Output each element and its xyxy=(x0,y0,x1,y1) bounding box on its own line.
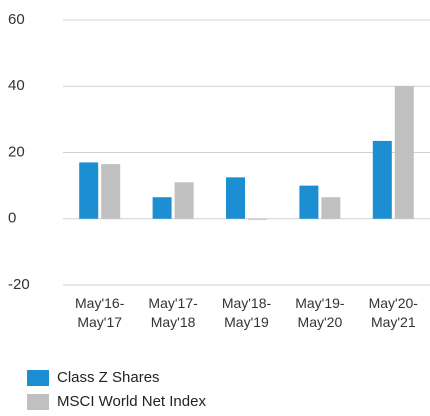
x-tick-label: May'16- May'17 xyxy=(75,295,125,330)
x-tick-label: May'20- May'21 xyxy=(368,295,418,330)
legend-item: MSCI World Net Index xyxy=(27,393,206,410)
bar xyxy=(299,185,319,219)
legend-swatch xyxy=(27,369,49,386)
bar xyxy=(174,182,194,219)
bar xyxy=(394,86,414,219)
legend-swatch xyxy=(27,393,49,410)
legend-label: Class Z Shares xyxy=(57,369,160,386)
legend-item: Class Z Shares xyxy=(27,369,160,386)
y-tick-label: 0 xyxy=(8,210,16,227)
bar xyxy=(226,177,245,219)
y-tick-label: 20 xyxy=(8,143,25,160)
bar xyxy=(372,140,392,219)
bar xyxy=(248,218,267,220)
y-tick-label: 40 xyxy=(8,77,25,94)
bar xyxy=(152,197,172,219)
x-tick-label: May'18- May'19 xyxy=(221,295,272,330)
bar xyxy=(79,162,99,219)
y-tick-label: -20 xyxy=(8,276,30,293)
x-tick-label: May'19- May'20 xyxy=(295,295,345,330)
y-tick-label: 60 xyxy=(8,11,25,28)
bar xyxy=(321,197,341,219)
bar xyxy=(101,164,121,219)
legend-label: MSCI World Net Index xyxy=(57,393,206,410)
x-tick-label: May'17- May'18 xyxy=(148,295,198,330)
